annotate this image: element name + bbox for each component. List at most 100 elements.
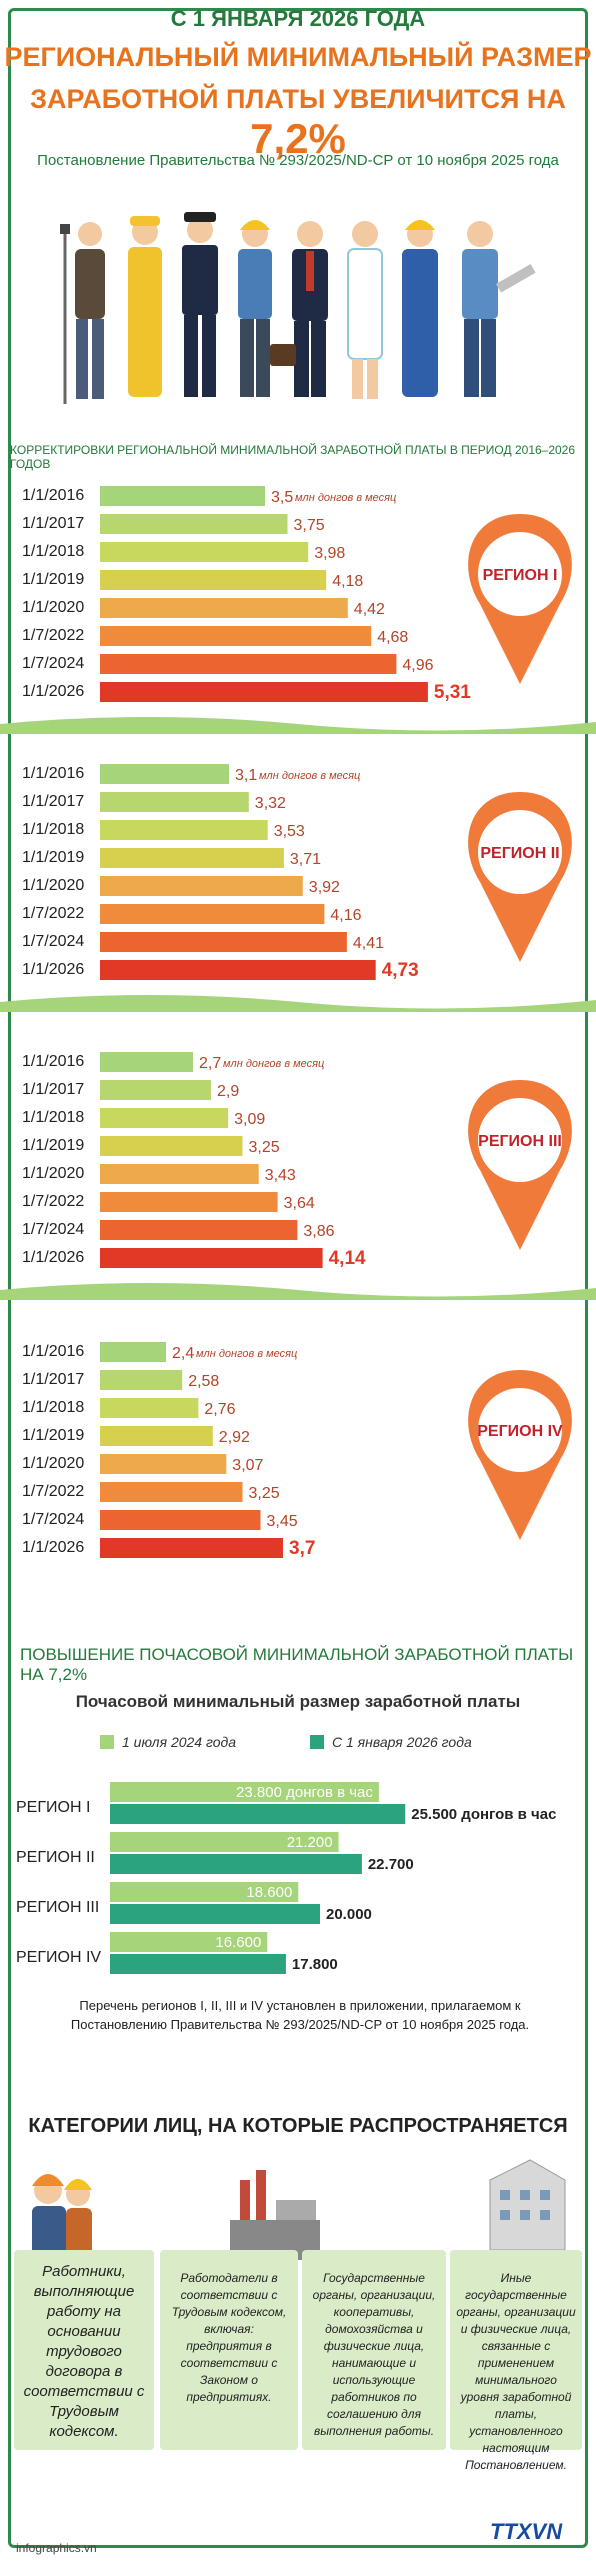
bar: [100, 848, 284, 868]
bar: [100, 1342, 166, 1362]
region-4-svg: 1/1/2016 2,4 млн донгов в месяц 1/1/2017 2,5…: [22, 1342, 572, 1559]
legend-2026: С 1 января 2026 года: [310, 1734, 472, 1750]
legend-2026-label: С 1 января 2026 года: [332, 1734, 472, 1750]
bar: [100, 514, 288, 534]
bar: [100, 960, 376, 980]
factory-icon: [230, 2170, 320, 2260]
value-label: 4,42: [354, 601, 385, 618]
category-label: 1/1/2018: [22, 1399, 84, 1416]
bar: [110, 1932, 268, 1952]
bar: [110, 1882, 299, 1902]
value-label: 3,07: [232, 1457, 263, 1474]
bar: [100, 1370, 183, 1390]
category-card-4: Иные государственные органы, организации…: [450, 2250, 582, 2472]
category-label: 1/1/2019: [22, 1137, 84, 1154]
region-3-chart: 1/1/2016 2,7 млн донгов в месяц 1/1/2017 2,9…: [0, 1040, 596, 1300]
category-label: 1/1/2020: [22, 1455, 84, 1472]
wave-separator: [0, 995, 596, 1012]
category-label: 1/1/2017: [22, 515, 84, 532]
category-text-3: Государственные органы, организации, коо…: [312, 2271, 436, 2438]
region-2-svg: 1/1/2016 3,1 млн донгов в месяц 1/1/2017 3,3…: [0, 752, 596, 1012]
value-label: 2,76: [204, 1401, 235, 1418]
value-label: 3,64: [284, 1195, 315, 1212]
value-label: 3,25: [249, 1139, 280, 1156]
bar: [100, 598, 348, 618]
value-label: 4,16: [330, 907, 361, 924]
pin-helper: [460, 752, 580, 792]
category-label: 1/1/2017: [22, 793, 84, 810]
category-label: 1/1/2020: [22, 599, 84, 616]
builder-figure: [238, 220, 272, 397]
value-label: 2,7: [199, 1055, 221, 1072]
category-label: РЕГИОН III: [16, 1899, 99, 1916]
unit-note: млн донгов в месяц: [223, 1058, 324, 1070]
categories-title: КАТЕГОРИИ ЛИЦ, НА КОТОРЫЕ РАСПРОСТРАНЯЕТ…: [28, 2115, 568, 2137]
region-4-chart: 1/1/2016 2,4 млн донгов в месяц 1/1/2017 2,5…: [0, 1330, 596, 1590]
legend-2026-swatch: [310, 1735, 324, 1749]
category-text-4: Иные государственные органы, организации…: [456, 2271, 576, 2472]
value-label: 3,32: [255, 795, 286, 812]
pin-helper: [460, 474, 580, 514]
category-label: 1/1/2026: [22, 1539, 84, 1556]
carpenter-figure: [462, 221, 536, 397]
unit-note: млн донгов в месяц: [196, 1348, 297, 1360]
value-label: 3,7: [289, 1538, 315, 1559]
category-label: 1/7/2024: [22, 1511, 84, 1528]
footer-logo: TTXVN: [490, 2519, 563, 2544]
bar: [110, 1904, 320, 1924]
category-label: 1/1/2026: [22, 1249, 84, 1266]
category-label: 1/1/2020: [22, 1165, 84, 1182]
businessman-figure: [270, 221, 328, 397]
value-label: 4,41: [353, 935, 384, 952]
header-title-line1: РЕГИОНАЛЬНЫЙ МИНИМАЛЬНЫЙ РАЗМЕР: [4, 42, 592, 72]
region-2-chart: 1/1/2016 3,1 млн донгов в месяц 1/1/2017 3,3…: [0, 752, 596, 1012]
category-label: 1/1/2019: [22, 1427, 84, 1444]
bar: [100, 1052, 193, 1072]
category-label: 1/7/2022: [22, 905, 84, 922]
yellow-overall-worker-figure: [128, 216, 162, 397]
value-label: 4,96: [402, 657, 433, 674]
value-label: 3,09: [234, 1111, 265, 1128]
hourly-note: Перечень регионов I, II, III и IV устано…: [70, 1998, 530, 2032]
region-label: РЕГИОН II: [480, 845, 559, 862]
bar: [100, 904, 325, 924]
pin-inner: [478, 1388, 562, 1472]
hourly-subtitle: Почасовой минимальный размер заработной …: [75, 1692, 521, 1711]
value-label: 4,73: [382, 960, 419, 981]
office-building-icon: [489, 2159, 566, 2251]
footer-url: infographics.vn: [16, 2541, 97, 2555]
bar: [110, 1832, 339, 1852]
bar: [100, 764, 229, 784]
bar: [100, 876, 303, 896]
value-label: 23.800 донгов в час: [236, 1784, 373, 1801]
bar: [100, 792, 249, 812]
header-title-percent: 7,2%: [250, 115, 346, 162]
value-label: 3,25: [249, 1485, 280, 1502]
hourly-svg: РЕГИОН I 23.800 донгов в час 25.500 донгов…: [16, 1782, 556, 1974]
header-resolution: Постановление Правительства № 293/2025/N…: [37, 152, 559, 169]
value-label: 2,58: [188, 1373, 219, 1390]
bar: [110, 1854, 362, 1874]
category-label: 1/1/2026: [22, 961, 84, 978]
value-label: 4,18: [332, 573, 363, 590]
category-label: 1/7/2024: [22, 933, 84, 950]
category-label: 1/7/2024: [22, 1221, 84, 1238]
pin-inner: [478, 532, 562, 616]
legend-2024-label: 1 июля 2024 года: [122, 1734, 237, 1750]
wave-separator: [0, 1283, 596, 1300]
surveyor-figure: [60, 222, 105, 404]
bar: [100, 1426, 213, 1446]
bar: [110, 1782, 379, 1802]
nurse-figure: [347, 221, 383, 399]
value-label: 3,45: [267, 1513, 298, 1530]
region-pin-icon: РЕГИОН III: [468, 1080, 572, 1250]
value-label: 4,68: [377, 629, 408, 646]
value-label: 3,86: [303, 1223, 334, 1240]
category-label: РЕГИОН II: [16, 1849, 95, 1866]
value-label: 5,31: [434, 682, 471, 703]
value-label: 3,92: [309, 879, 340, 896]
bar: [100, 542, 309, 562]
value-label: 3,43: [265, 1167, 296, 1184]
mechanic-figure: [402, 220, 438, 397]
header-date: С 1 ЯНВАРЯ 2026 ГОДА: [170, 6, 426, 31]
